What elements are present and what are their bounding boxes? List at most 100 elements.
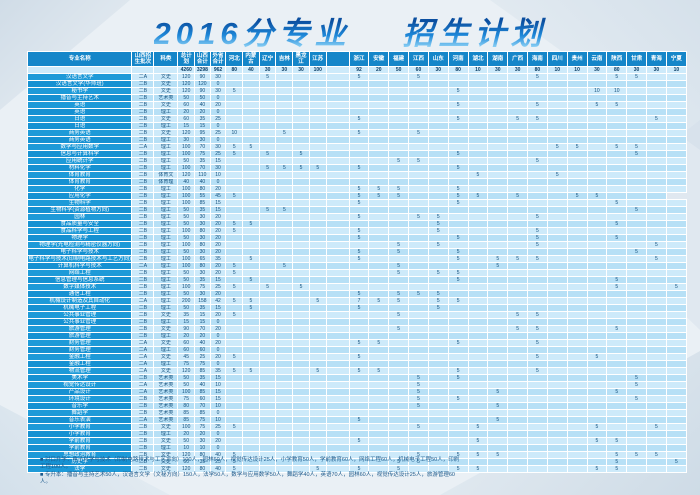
value-cell: 0 (209, 80, 227, 88)
value-cell: 10 (566, 66, 588, 74)
value-cell (606, 178, 628, 186)
value-cell (527, 178, 548, 186)
value-cell (292, 325, 310, 333)
value-cell (427, 367, 449, 375)
major-name-cell: 旅游管理 (26, 325, 133, 333)
value-cell (408, 297, 429, 305)
major-name-cell: 学前教育 (26, 444, 133, 452)
value-cell (467, 101, 489, 109)
value-cell: 40 (177, 178, 196, 186)
table-row: 汉语言文学 二A 文史 120 90 30 5 5 5 5 5 5 (26, 73, 688, 81)
value-cell (275, 241, 294, 249)
spacer-cell (325, 465, 350, 473)
value-cell (427, 423, 449, 431)
value-cell (447, 108, 469, 116)
value-cell (507, 283, 529, 291)
value-cell (665, 136, 688, 144)
totals-name-cell (26, 66, 133, 74)
value-cell (427, 157, 449, 165)
value-cell (665, 430, 688, 438)
value-cell: 60 (177, 346, 196, 354)
table-row: 信息与计算科学 二B 理工 100 75 25 5 5 5 5 5 (26, 150, 688, 158)
value-cell: 5 (242, 143, 260, 151)
value-cell (427, 283, 449, 291)
category-cell: 理工 (153, 234, 179, 242)
value-cell: 5 (527, 255, 548, 263)
value-cell (527, 262, 548, 270)
value-cell (487, 73, 509, 81)
category-cell: 理工 (153, 304, 179, 312)
value-cell (665, 87, 688, 95)
value-cell (258, 339, 277, 347)
category-cell: 理工 (153, 430, 179, 438)
value-cell: 50 (177, 213, 196, 221)
value-cell (447, 353, 469, 361)
value-cell: 5 (427, 213, 449, 221)
value-cell (645, 269, 667, 277)
value-cell (368, 409, 390, 417)
value-cell (308, 192, 327, 200)
value-cell (487, 192, 509, 200)
major-name-cell: 学前教育 (26, 437, 133, 445)
value-cell (388, 353, 410, 361)
value-cell (645, 374, 667, 382)
value-cell (665, 227, 688, 235)
value-cell: 30 (427, 66, 449, 74)
table-row: 生物科学 二B 理工 100 85 15 5 5 5 (26, 199, 688, 207)
value-cell (626, 122, 647, 130)
value-cell (606, 115, 628, 123)
spacer-cell (325, 423, 350, 431)
value-cell: 20 (194, 108, 211, 116)
spacer-cell (325, 304, 350, 312)
value-cell (242, 73, 260, 81)
value-cell (586, 283, 608, 291)
value-cell (606, 164, 628, 172)
value-cell: 20 (209, 185, 227, 193)
table-row: 信息管理与信息系统 二B 理工 50 35 15 5 5 5 (26, 276, 688, 284)
value-cell (275, 143, 294, 151)
value-cell (292, 171, 310, 179)
value-cell (527, 80, 548, 88)
value-cell (348, 80, 370, 88)
value-cell: 5 (507, 192, 529, 200)
value-cell: 5 (447, 234, 469, 242)
value-cell (467, 311, 489, 319)
value-cell (292, 255, 310, 263)
table-row: 美术学 二B 艺术类 50 35 15 5 5 5 (26, 374, 688, 382)
value-cell (586, 339, 608, 347)
batch-cell: 二A (131, 360, 155, 368)
value-cell (467, 297, 489, 305)
value-cell (408, 87, 429, 95)
value-cell (586, 136, 608, 144)
enrollment-plan-table: 专业名称 山西招生批次 科类 总计划 山西合计 外省合计 河北 内蒙古 辽宁 吉林 黑龙江 江苏 浙江安… (26, 51, 688, 473)
category-cell: 文史 (153, 80, 179, 88)
value-cell (348, 360, 370, 368)
value-cell: 0 (209, 409, 227, 417)
value-cell: 5 (242, 304, 260, 312)
value-cell (242, 87, 260, 95)
value-cell (275, 339, 294, 347)
value-cell: 100 (177, 283, 196, 291)
value-cell: 25 (209, 423, 227, 431)
value-cell (566, 395, 588, 403)
value-cell (408, 360, 429, 368)
value-cell: 20 (177, 430, 196, 438)
value-cell (258, 122, 277, 130)
value-cell (427, 430, 449, 438)
value-cell (546, 416, 568, 424)
value-cell (665, 262, 688, 270)
value-cell (427, 262, 449, 270)
value-cell (586, 185, 608, 193)
value-cell (408, 430, 429, 438)
batch-cell: 二B (131, 290, 155, 298)
value-cell (626, 339, 647, 347)
value-cell (275, 395, 294, 403)
value-cell (487, 150, 509, 158)
value-cell: 5 (467, 171, 489, 179)
value-cell: 5 (467, 192, 489, 200)
value-cell (427, 395, 449, 403)
spacer-cell (325, 248, 350, 256)
value-cell (408, 220, 429, 228)
value-cell (467, 318, 489, 326)
value-cell: 5 (626, 73, 647, 81)
